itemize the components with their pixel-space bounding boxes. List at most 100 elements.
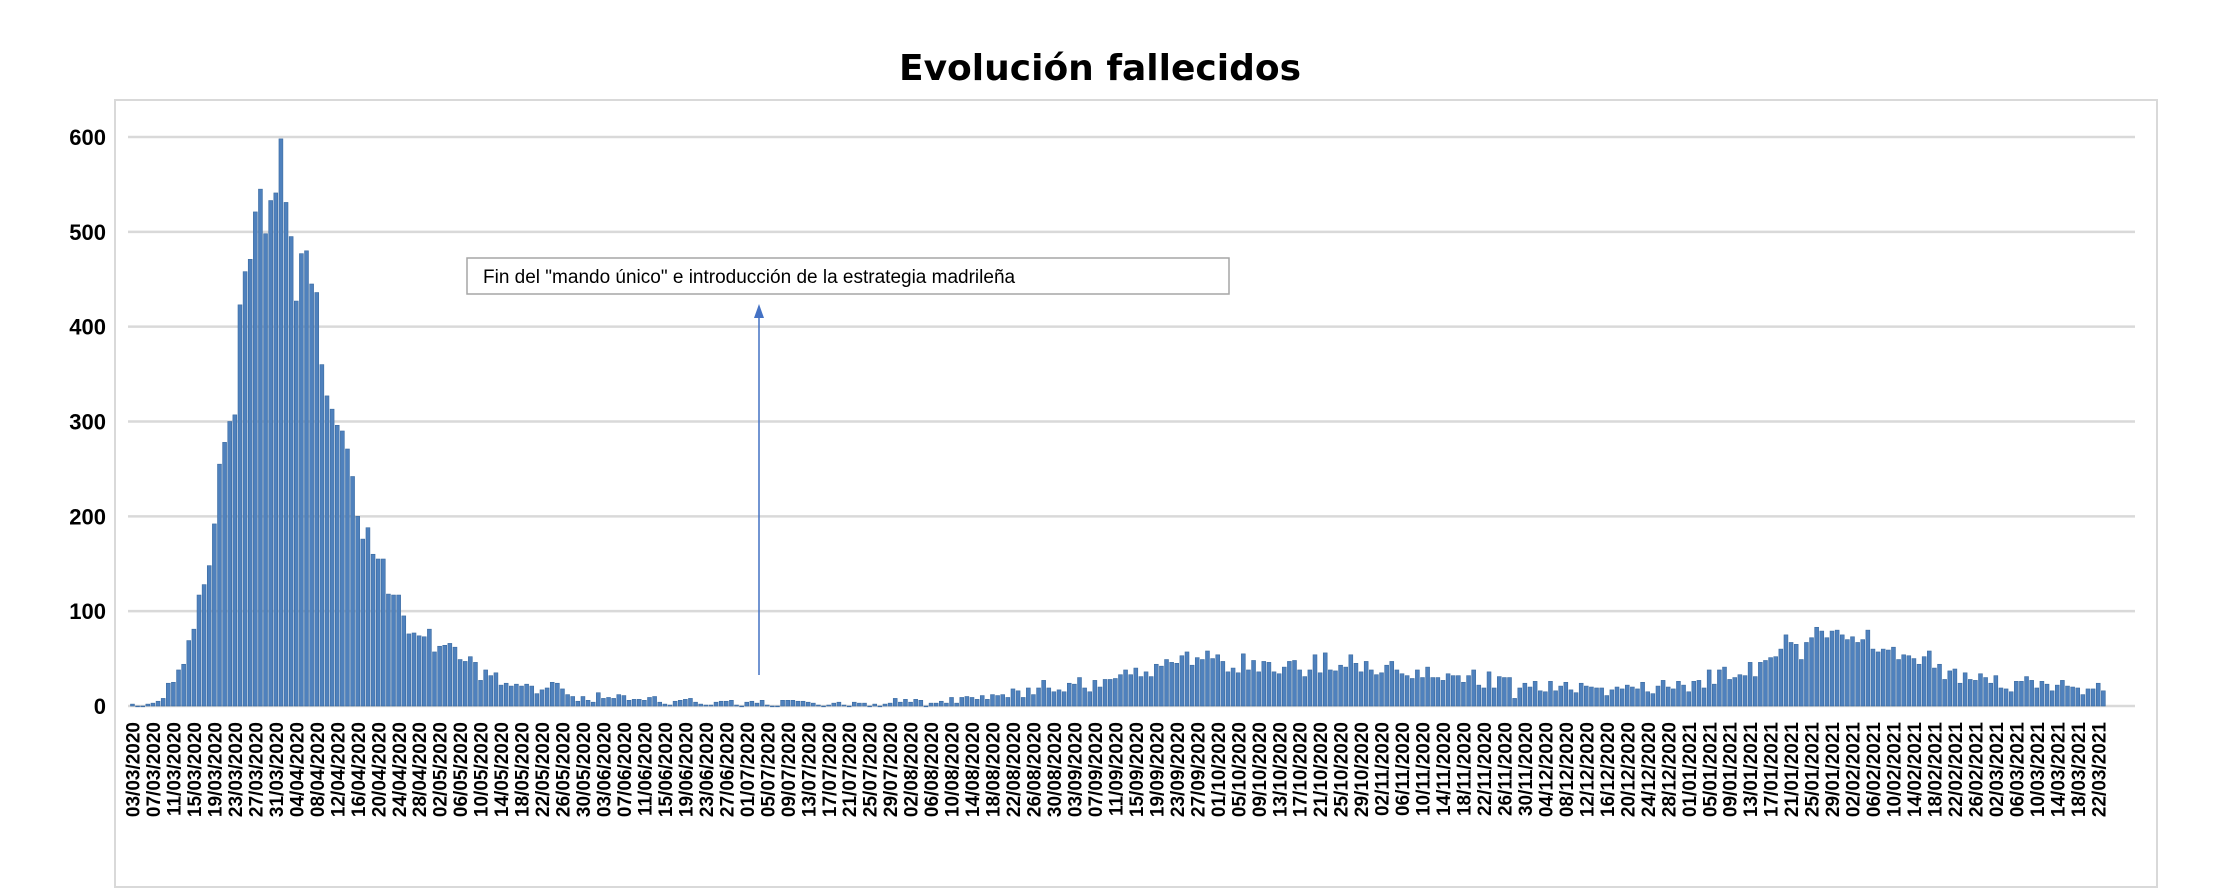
x-tick-label: 24/04/2020	[390, 722, 411, 817]
bar	[1916, 663, 1922, 707]
x-tick-label: 06/02/2021	[1864, 722, 1885, 818]
bar	[867, 705, 872, 708]
x-tick-label: 31/03/2020	[267, 722, 288, 817]
bar	[1512, 698, 1517, 707]
bar	[1927, 650, 1932, 707]
bar	[1742, 675, 1748, 707]
bar	[1143, 671, 1149, 707]
bar	[381, 558, 386, 707]
bar	[1169, 662, 1174, 707]
y-tick-label: 400	[69, 315, 106, 340]
x-tick-label: 25/01/2021	[1803, 722, 1824, 818]
bar	[1343, 666, 1348, 707]
x-tick-label: 05/07/2020	[758, 722, 779, 817]
bar	[1466, 675, 1471, 707]
bar	[1860, 639, 1865, 707]
bar	[908, 701, 913, 707]
bar	[2029, 680, 2034, 707]
x-tick-label: 07/06/2020	[615, 722, 636, 817]
bar	[1015, 690, 1021, 707]
bar	[1374, 674, 1379, 707]
bar	[2014, 681, 2019, 707]
bar	[529, 685, 535, 707]
bar	[1353, 663, 1359, 707]
bar	[974, 699, 980, 707]
bar	[1573, 692, 1579, 707]
bar	[990, 694, 995, 707]
bar	[1532, 681, 1538, 707]
bar	[1681, 684, 1686, 707]
bar	[857, 702, 862, 707]
bar	[1671, 688, 1676, 707]
x-tick-label: 03/03/2020	[124, 722, 145, 817]
bar	[1814, 626, 1819, 707]
bar	[1957, 682, 1963, 707]
bar	[560, 688, 565, 707]
bar	[473, 662, 478, 707]
bar	[319, 364, 325, 707]
bar	[724, 700, 729, 707]
bar	[734, 704, 739, 707]
bar	[299, 253, 304, 707]
bar	[273, 192, 279, 707]
bar	[918, 700, 924, 707]
bar	[954, 702, 959, 707]
bar	[1328, 669, 1333, 707]
bar	[1645, 691, 1650, 707]
bar	[1194, 657, 1200, 707]
x-tick-label: 06/03/2021	[2007, 722, 2028, 818]
bar	[1481, 687, 1487, 707]
x-tick-label: 16/04/2020	[349, 722, 370, 817]
bar	[959, 697, 965, 707]
bar	[411, 632, 417, 707]
bar	[2085, 688, 2091, 707]
bar	[427, 628, 432, 707]
x-tick-label: 29/01/2021	[1823, 722, 1844, 818]
bar	[1445, 673, 1451, 707]
annotation-text: Fin del "mando único" e introducción de …	[483, 267, 1016, 288]
bar	[1737, 674, 1743, 707]
bar	[1430, 677, 1435, 707]
bar	[882, 703, 888, 707]
bar	[1010, 688, 1016, 707]
bar	[713, 701, 719, 707]
bar	[1921, 656, 1927, 707]
bar	[1123, 669, 1128, 707]
bar	[1210, 658, 1215, 707]
bar	[1154, 663, 1159, 707]
bar	[1425, 666, 1430, 707]
bar	[519, 685, 524, 707]
x-tick-label: 27/03/2020	[246, 722, 267, 817]
bar	[683, 699, 688, 707]
bar	[1799, 659, 1804, 707]
bar	[2080, 694, 2086, 707]
y-tick-label: 600	[69, 125, 106, 150]
bar	[549, 681, 555, 707]
bar	[309, 283, 314, 707]
bar	[462, 661, 468, 707]
x-tick-label: 11/06/2020	[635, 722, 656, 816]
x-tick-label: 27/06/2020	[717, 722, 738, 817]
bar	[1394, 669, 1400, 707]
bar	[1635, 688, 1640, 707]
x-tick-label: 05/01/2021	[1700, 722, 1721, 818]
x-tick-label: 05/10/2020	[1229, 722, 1250, 817]
bar	[1691, 681, 1697, 707]
bar	[401, 615, 407, 707]
bar	[1896, 659, 1901, 707]
bar	[1138, 676, 1144, 707]
bar	[2060, 680, 2065, 707]
bar	[1660, 680, 1666, 707]
bar	[790, 700, 796, 707]
bar	[1712, 683, 1717, 707]
bar	[130, 703, 135, 707]
bar	[232, 414, 238, 707]
bar	[1793, 644, 1799, 707]
bar	[852, 701, 857, 707]
y-tick-label: 0	[94, 694, 106, 719]
bar	[258, 188, 263, 707]
bar	[657, 701, 662, 707]
bar	[493, 672, 499, 707]
bar	[1594, 687, 1599, 707]
bar	[1747, 662, 1753, 707]
